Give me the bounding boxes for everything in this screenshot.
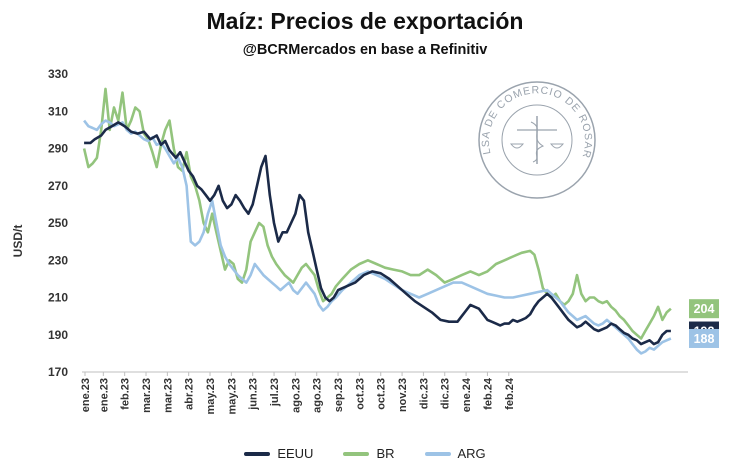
y-tick-label: 270 [48, 179, 68, 193]
legend-label-br: BR [376, 446, 395, 461]
end-label-box [689, 299, 719, 319]
y-tick-label: 290 [48, 142, 68, 156]
x-tick-label: may.23 [226, 378, 238, 415]
x-tick-label: ago.23 [290, 378, 302, 413]
legend-label-arg: ARG [457, 446, 486, 461]
x-tick-label: dic.23 [418, 378, 430, 409]
x-tick-label: may.23 [205, 378, 217, 415]
y-tick-label: 190 [48, 328, 68, 342]
x-tick-label: sep.23 [333, 378, 345, 412]
seal-emblem-snake [530, 121, 545, 163]
seal-text: BOLSA DE COMERCIO DE ROSARIO [0, 0, 594, 160]
legend-swatch-arg [424, 451, 451, 456]
legend-item-br: BR [343, 446, 395, 461]
x-tick-label: ago.23 [312, 378, 324, 413]
x-tick-label: jun.23 [248, 378, 260, 411]
end-label-box [689, 328, 719, 348]
legend-item-eeuu: EEUU [244, 446, 313, 461]
x-tick-label: feb.24 [482, 377, 494, 410]
x-tick-label: nov.23 [397, 378, 409, 412]
legend: EEUU BR ARG [0, 446, 730, 461]
seal-emblem-pan-left [509, 143, 525, 149]
chart-title: Maíz: Precios de exportación [206, 8, 524, 34]
end-labels: 192204188 [689, 299, 719, 348]
legend-item-arg: ARG [424, 446, 486, 461]
y-tick-label: 250 [48, 216, 68, 230]
seal-emblem-pan-right [549, 143, 565, 149]
seal-outer-ring [478, 81, 596, 199]
x-tick-label: feb.24 [504, 377, 516, 410]
y-axis-label: USD/t [11, 225, 25, 258]
x-tick-label: feb.23 [120, 378, 132, 410]
y-axis: 170 190 210 230 250 270 290 310 330 [48, 67, 68, 379]
x-tick-label: ene.23 [80, 378, 92, 412]
x-tick-label: oct.23 [354, 378, 366, 410]
end-label-value: 204 [694, 302, 715, 316]
chart-subtitle: @BCRMercados en base a Refinitiv [242, 42, 488, 58]
series-line-eeuu [84, 121, 671, 346]
series-lines [82, 87, 672, 355]
legend-swatch-eeuu [244, 451, 271, 456]
legend-label-eeuu: EEUU [277, 446, 314, 461]
series-line-arg [83, 119, 672, 355]
x-tick-label: mar.23 [162, 378, 174, 413]
y-tick-label: 230 [48, 253, 68, 267]
x-tick-label: dic.23 [440, 378, 452, 409]
bcr-seal-watermark: BOLSA DE COMERCIO DE ROSARIO [0, 0, 596, 199]
y-tick-label: 330 [48, 67, 68, 81]
legend-swatch-br [343, 451, 370, 456]
x-tick-label: oct.23 [376, 378, 388, 410]
y-tick-label: 170 [48, 365, 68, 379]
x-tick-label: ene.24 [461, 377, 473, 412]
series-line-br [82, 87, 672, 340]
end-label-arg: 188 [689, 328, 719, 348]
x-tick-label: abr.23 [184, 378, 196, 410]
end-label-value: 188 [694, 332, 715, 346]
x-axis: ene.23 ene.23 feb.23 mar.23 mar.23 abr.23 may.… [80, 371, 688, 415]
end-label-br: 204 [689, 299, 719, 319]
x-tick-label: jul.23 [269, 378, 281, 407]
x-tick-label: mar.23 [141, 378, 153, 413]
y-tick-label: 310 [48, 104, 68, 118]
x-tick-label: ene.23 [98, 378, 110, 412]
y-tick-label: 210 [48, 291, 68, 305]
seal-inner-ring [501, 104, 573, 176]
